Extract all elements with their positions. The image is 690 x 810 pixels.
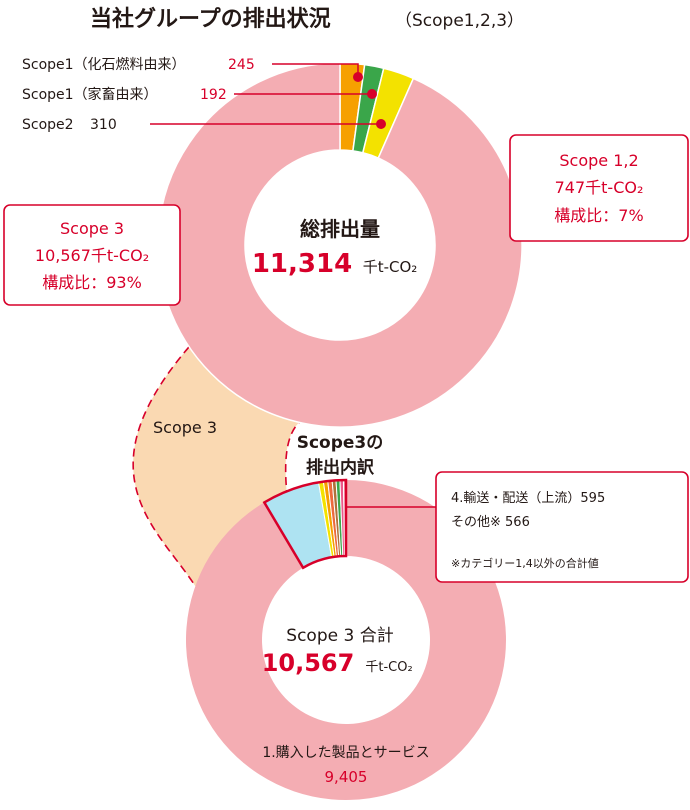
callout-scope12-value: 747千t-CO₂ — [555, 178, 644, 197]
label-scope2: Scope2 — [22, 117, 74, 133]
leader-dots — [353, 72, 386, 129]
label-scope1-fossil: Scope1（化石燃料由来） — [22, 56, 186, 73]
value-scope2: 310 — [90, 117, 117, 133]
total-emissions-donut — [157, 62, 523, 428]
callout-scope3-title: Scope 3 — [60, 219, 124, 238]
donut1-center-value: 11,314 — [252, 249, 352, 279]
scope3-expansion-edge-left — [132, 346, 206, 604]
callout-breakdown-line1: 4.輸送・配送（上流）595 — [451, 491, 605, 506]
callout-scope12: Scope 1,2 747千t-CO₂ 構成比：7% — [509, 134, 689, 242]
donut2-center-unit: 千t-CO₂ — [365, 660, 412, 675]
scope3-small-categories-outline — [262, 478, 348, 570]
chart-title-sub: （Scope1,2,3） — [395, 11, 524, 31]
breakdown-heading-line1: Scope3の — [297, 433, 384, 453]
callout-breakdown-note: ※カテゴリー1,4以外の合計値 — [451, 556, 599, 570]
chart-title: 当社グループの排出状況 — [90, 6, 331, 32]
breakdown-heading-line2: 排出内訳 — [306, 457, 375, 478]
scope3-breakdown-donut — [185, 479, 506, 801]
label-scope1-livestock: Scope1（家畜由来） — [22, 86, 158, 103]
donut2-segment-purchased-goods — [185, 480, 506, 801]
callout-breakdown: 4.輸送・配送（上流）595 その他※ 566 ※カテゴリー1,4以外の合計値 — [435, 471, 689, 583]
callout-breakdown-line2: その他※ 566 — [451, 515, 530, 530]
value-scope1-fossil: 245 — [228, 57, 255, 73]
donut1-center-title: 総排出量 — [300, 217, 380, 241]
label-purchased-goods: 1.購入した製品とサービス — [262, 745, 429, 761]
callout-scope3: Scope 3 10,567千t-CO₂ 構成比：93% — [3, 204, 181, 306]
donut1-slice-scope-3-3 — [157, 62, 523, 428]
donut2-center-title: Scope 3 合計 — [286, 626, 393, 646]
donut2-center-value: 10,567 — [262, 649, 355, 677]
expansion-wedge-label: Scope 3 — [153, 418, 217, 437]
value-purchased-goods: 9,405 — [325, 768, 368, 786]
donut1-center-unit: 千t-CO₂ — [363, 258, 418, 276]
callout-scope3-value: 10,567千t-CO₂ — [35, 246, 149, 265]
value-scope1-livestock: 192 — [200, 87, 227, 103]
callout-scope12-ratio: 構成比：7% — [554, 206, 643, 225]
callout-scope3-ratio: 構成比：93% — [42, 273, 142, 292]
callout-scope12-title: Scope 1,2 — [559, 151, 638, 170]
